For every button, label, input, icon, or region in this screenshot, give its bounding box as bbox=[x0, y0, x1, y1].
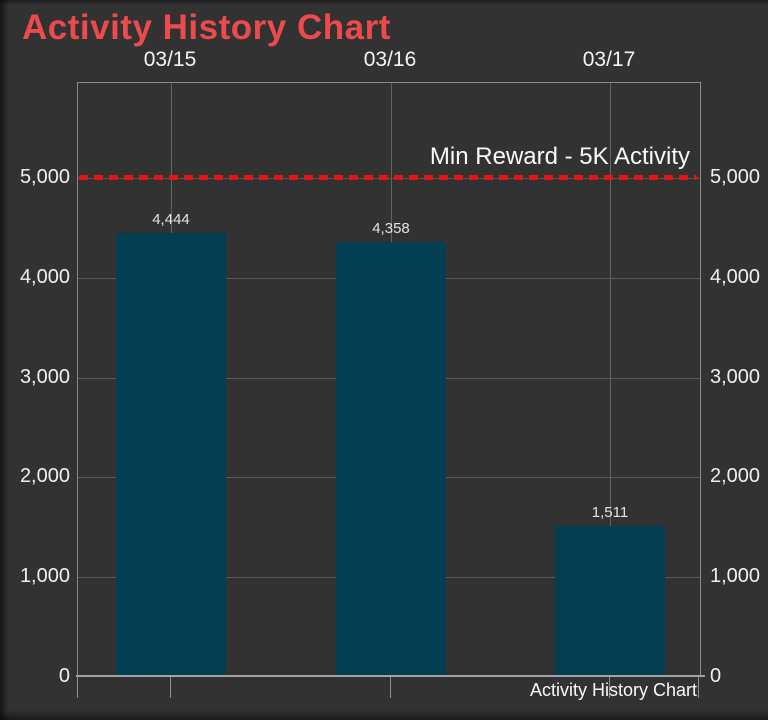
threshold-label: Min Reward - 5K Activity bbox=[429, 143, 690, 170]
bar-03-16: 4,358 bbox=[336, 220, 446, 677]
bar-value-label: 4,358 bbox=[372, 220, 410, 237]
vertical-gridline bbox=[610, 83, 611, 677]
y-axis-right-label-5000: 5,000 bbox=[710, 166, 761, 188]
bar-03-15: 4,444 bbox=[116, 211, 226, 677]
x-axis-tick bbox=[77, 677, 78, 698]
y-axis-left-label-0: 0 bbox=[58, 665, 70, 687]
chart-footer-legend: Activity History Chart bbox=[529, 680, 697, 700]
x-axis-tick bbox=[698, 677, 699, 698]
screen-edge-shadow-bottom bbox=[0, 710, 768, 720]
y-axis-left-label-2000: 2,000 bbox=[19, 465, 70, 487]
x-axis-tick bbox=[609, 677, 610, 698]
y-axis-left-label-5000: 5,000 bbox=[19, 166, 70, 188]
bar-value-label: 1,511 bbox=[591, 504, 629, 521]
x-axis-baseline bbox=[76, 675, 705, 677]
x-axis-label-03-15: 03/15 bbox=[143, 48, 197, 71]
y-axis-right-label-2000: 2,000 bbox=[710, 465, 761, 487]
y-axis-left-label-4000: 4,000 bbox=[19, 266, 70, 288]
x-axis-tick bbox=[390, 677, 391, 698]
screen-edge-shadow-top bbox=[0, 0, 768, 5]
y-axis-right-label-4000: 4,000 bbox=[710, 266, 761, 288]
threshold-line bbox=[79, 175, 697, 180]
y-axis-right-label-3000: 3,000 bbox=[710, 366, 761, 388]
screen-edge-shadow-left bbox=[0, 0, 9, 720]
bar-value-label: 4,444 bbox=[152, 211, 190, 228]
x-axis-tick bbox=[170, 677, 171, 698]
x-axis-label-03-16: 03/16 bbox=[363, 48, 417, 71]
bar-03-17: 1,511 bbox=[555, 504, 665, 677]
y-axis-right-label-1000: 1,000 bbox=[710, 565, 761, 587]
page-title: Activity History Chart bbox=[22, 8, 391, 47]
plot-area: 4,444 4,358 1,511 Min Reward - 5K Activi… bbox=[77, 82, 701, 677]
y-axis-left-label-3000: 3,000 bbox=[19, 366, 70, 388]
y-axis-right-label-0: 0 bbox=[710, 665, 722, 687]
x-axis-label-03-17: 03/17 bbox=[582, 48, 636, 71]
y-axis-left-label-1000: 1,000 bbox=[19, 565, 70, 587]
